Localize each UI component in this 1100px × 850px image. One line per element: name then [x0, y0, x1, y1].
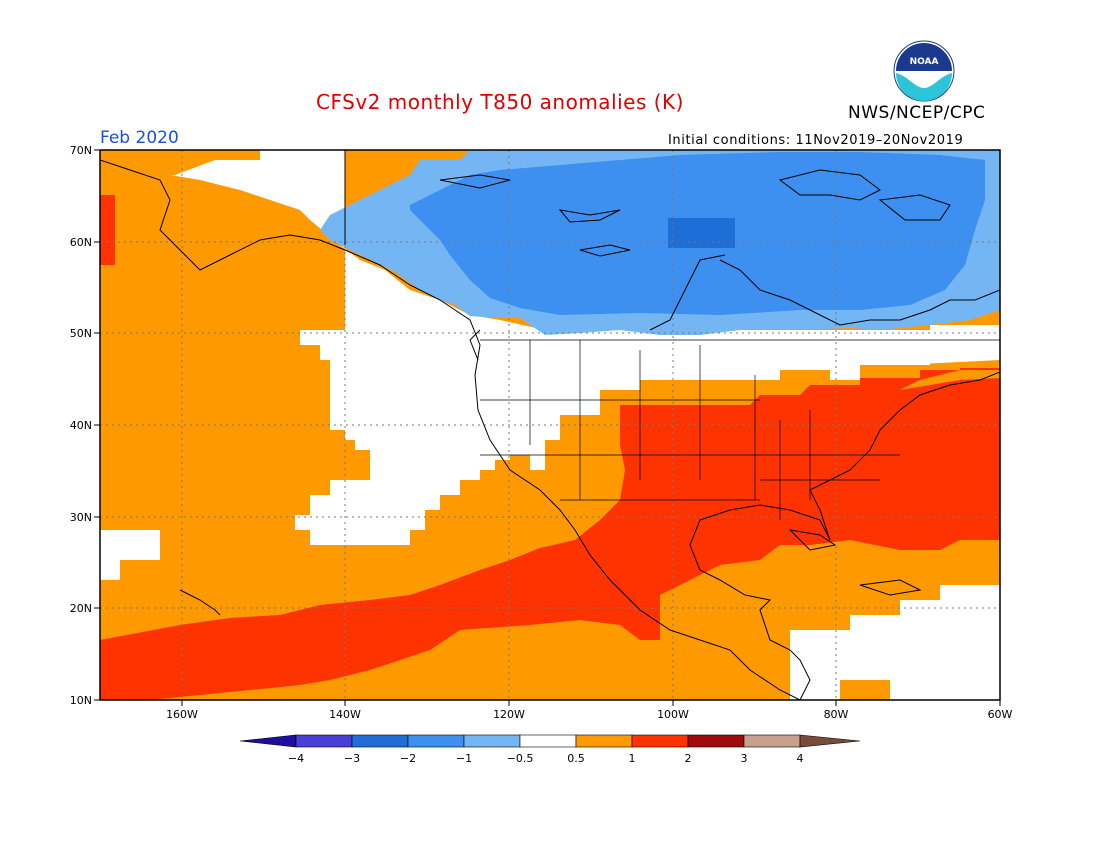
warm-patch-red-west	[100, 195, 115, 265]
lat-label: 50N	[70, 327, 92, 340]
logo-text: NOAA	[910, 57, 939, 67]
initial-conditions: Initial conditions: 11Nov2019–20Nov2019	[668, 133, 964, 148]
colorbar-segment	[519, 734, 577, 748]
lon-label: 80W	[824, 708, 849, 721]
colorbar-arrow-right	[799, 734, 861, 748]
coastlines	[100, 150, 1000, 700]
lon-label: 100W	[657, 708, 689, 721]
colorbar-label: 0.5	[567, 752, 585, 765]
lat-label: 40N	[70, 419, 92, 432]
colorbar-label: −4	[288, 752, 304, 765]
colorbar-segment	[631, 734, 689, 748]
forecast-month: Feb 2020	[100, 128, 179, 148]
colorbar-segment	[743, 734, 801, 748]
lon-label: 60W	[988, 708, 1013, 721]
lat-label: 20N	[70, 602, 92, 615]
colorbar-segment	[463, 734, 521, 748]
lat-label: 10N	[70, 694, 92, 707]
latitude-labels: 70N 60N 50N 40N 30N 20N 10N	[70, 144, 92, 707]
colorbar-label: −3	[344, 752, 360, 765]
warm-region-alaska	[100, 150, 260, 270]
lat-label: 30N	[70, 511, 92, 524]
colorbar-segment	[575, 734, 633, 748]
neutral-region-caribbean	[790, 585, 1000, 700]
anomaly-shading	[100, 150, 1000, 700]
longitude-labels: 160W 140W 120W 100W 80W 60W	[166, 708, 1012, 721]
lon-label: 160W	[166, 708, 198, 721]
axis-ticks	[94, 149, 1001, 706]
colorbar-label: 3	[741, 752, 748, 765]
lon-label: 140W	[329, 708, 361, 721]
colorbar-labels: −4 −3 −2 −1 −0.5 0.5 1 2 3 4	[288, 752, 804, 765]
lat-label: 60N	[70, 236, 92, 249]
political-borders	[480, 339, 1000, 520]
warm-region-northeast-edge	[900, 370, 1000, 390]
colorbar-label: 4	[797, 752, 804, 765]
lon-label: 120W	[493, 708, 525, 721]
lat-label: 70N	[70, 144, 92, 157]
organization-label: NWS/NCEP/CPC	[848, 103, 986, 123]
neutral-patch-west	[100, 530, 160, 580]
colorbar-segment	[407, 734, 465, 748]
map-title: CFSv2 monthly T850 anomalies (K)	[316, 90, 684, 114]
colorbar-segment	[687, 734, 745, 748]
noaa-logo-icon: NOAA	[893, 40, 955, 102]
colorbar-arrow-left	[239, 734, 297, 748]
warm-region-red	[100, 368, 1000, 700]
colorbar-label: −0.5	[507, 752, 534, 765]
cool-region-dark	[668, 218, 735, 248]
colorbar-label: −1	[456, 752, 472, 765]
colorbar-label: −2	[400, 752, 416, 765]
colorbar: −4 −3 −2 −1 −0.5 0.5 1 2 3 4	[239, 734, 861, 765]
colorbar-label: 2	[685, 752, 692, 765]
colorbar-label: 1	[629, 752, 636, 765]
colorbar-segment	[351, 734, 409, 748]
colorbar-segment	[295, 734, 353, 748]
